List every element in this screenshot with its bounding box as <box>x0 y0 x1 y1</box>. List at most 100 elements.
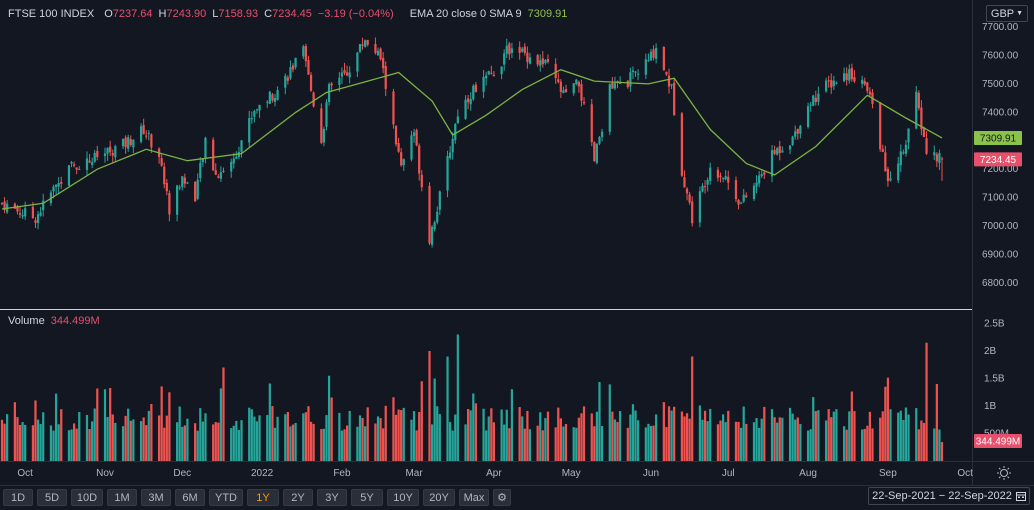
candle <box>933 145 936 160</box>
candle <box>121 138 125 149</box>
volume-bar <box>88 429 91 461</box>
volume-bar <box>150 404 153 461</box>
volume-bars <box>0 334 944 461</box>
candle <box>168 190 171 222</box>
volume-bar <box>52 430 55 461</box>
indicator-label[interactable]: EMA 20 close 0 SMA 9 <box>409 8 522 20</box>
volume-bar <box>54 393 58 461</box>
volume-bar <box>446 356 449 461</box>
volume-bar <box>57 424 60 461</box>
candle <box>503 49 506 71</box>
volume-bar <box>899 410 902 461</box>
time-tick-label: Oct <box>957 468 973 479</box>
candle <box>286 75 289 85</box>
volume-bar <box>237 430 241 461</box>
candle <box>217 173 220 179</box>
volume-bar <box>544 418 547 461</box>
volume-bar <box>827 409 830 461</box>
volume-bar <box>794 419 797 461</box>
gear-icon[interactable]: ⚙ <box>493 489 511 506</box>
volume-label[interactable]: Volume <box>8 315 45 327</box>
candle <box>781 146 784 153</box>
candle <box>904 139 908 157</box>
ema-price-badge: 7309.91 <box>974 130 1022 145</box>
volume-bar <box>886 377 890 461</box>
candle <box>376 47 380 57</box>
candle <box>611 77 614 89</box>
volume-bar <box>778 417 781 461</box>
volume-bar <box>384 405 387 461</box>
timeframe-button-3m[interactable]: 3M <box>141 489 171 506</box>
volume-bar <box>490 408 493 461</box>
timeframe-button-6m[interactable]: 6M <box>175 489 205 506</box>
volume-bar <box>665 427 668 461</box>
timeframe-button-ytd[interactable]: YTD <box>209 489 243 506</box>
timeframe-button-5d[interactable]: 5D <box>37 489 67 506</box>
timeframe-button-10y[interactable]: 10Y <box>387 489 419 506</box>
candle <box>420 170 423 192</box>
volume-bar <box>222 367 225 461</box>
timeframe-button-1d[interactable]: 1D <box>3 489 33 506</box>
timeframe-button-max[interactable]: Max <box>459 489 489 506</box>
candle <box>884 145 887 172</box>
sun-icon[interactable] <box>997 466 1011 480</box>
timeframe-button-10d[interactable]: 10D <box>71 489 103 506</box>
candle <box>536 53 539 67</box>
volume-bar <box>235 420 238 461</box>
volume-bar <box>673 406 676 461</box>
timeframe-button-1y[interactable]: 1Y <box>247 489 279 506</box>
candle <box>304 43 308 68</box>
volume-tick-label: 1B <box>984 401 997 412</box>
currency-selector[interactable]: GBP ▼ <box>986 5 1028 22</box>
candle <box>544 59 547 65</box>
candle <box>886 166 890 187</box>
candle <box>109 140 112 157</box>
volume-bar <box>474 403 477 461</box>
candle <box>448 146 452 160</box>
candle <box>685 187 689 201</box>
volume-bar <box>72 423 76 461</box>
candle <box>608 83 611 136</box>
volume-bar <box>662 402 665 461</box>
symbol-name[interactable]: FTSE 100 INDEX <box>8 8 95 20</box>
volume-bar <box>647 423 650 461</box>
timeframe-button-20y[interactable]: 20Y <box>423 489 455 506</box>
candle <box>212 137 215 171</box>
candle <box>582 97 586 106</box>
timeframe-button-1m[interactable]: 1M <box>107 489 137 506</box>
price-tick-label: 6900.00 <box>982 250 1019 261</box>
date-range-selector[interactable]: 22-Sep-2021 − 22-Sep-2022 <box>868 487 1030 505</box>
candle <box>219 166 223 183</box>
price-tick-label: 7000.00 <box>982 221 1019 232</box>
candle <box>935 152 938 168</box>
timeframe-button-2y[interactable]: 2Y <box>283 489 313 506</box>
volume-bar <box>451 430 454 461</box>
candle <box>114 144 117 162</box>
volume-bar <box>853 411 856 461</box>
volume-bar <box>31 425 35 461</box>
candle <box>294 57 297 70</box>
candle <box>830 73 833 94</box>
candle <box>670 83 673 90</box>
candle <box>806 102 810 129</box>
volume-bar <box>845 429 848 461</box>
volume-bar <box>788 407 792 461</box>
volume-bar <box>217 422 220 461</box>
candle <box>868 87 872 98</box>
chart-area[interactable]: 7700.007600.007500.007400.007300.007200.… <box>0 0 1034 485</box>
volume-bar <box>96 388 99 461</box>
volume-bar <box>330 397 333 461</box>
timeframe-button-5y[interactable]: 5Y <box>351 489 383 506</box>
timeframe-button-3y[interactable]: 3Y <box>317 489 347 506</box>
volume-bar <box>343 429 346 461</box>
candle <box>799 124 802 139</box>
volume-bar <box>186 418 189 461</box>
candle <box>667 68 671 94</box>
volume-bar <box>78 412 81 461</box>
volume-bar <box>132 419 135 461</box>
candle <box>915 85 918 130</box>
time-axis[interactable]: Oct Nov Dec 2022 Feb Mar Apr May Jun Jul Aug Sep Oct <box>17 468 973 479</box>
volume-bar <box>358 415 362 461</box>
volume-bar <box>925 342 928 461</box>
candle <box>302 44 305 60</box>
